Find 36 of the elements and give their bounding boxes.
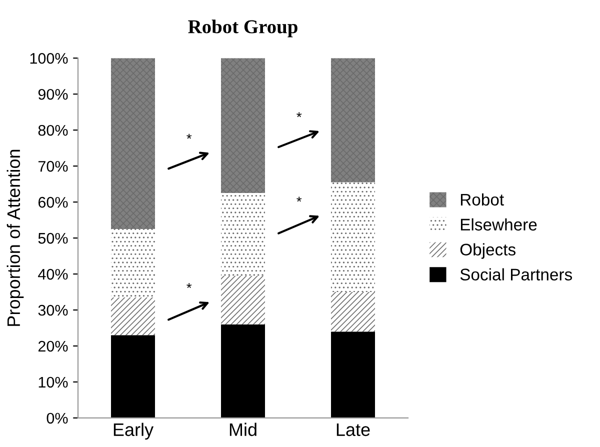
annotation: * [296,196,302,202]
bar [111,297,155,336]
y-tick-label: 50% [38,232,68,244]
chart-title: Robot Group [188,20,298,38]
bar [221,58,265,194]
bar [111,229,155,298]
y-axis-title: Proportion of Attention [6,150,24,326]
bar [331,182,375,292]
x-tick-label: Late [336,423,370,436]
y-tick-label: 0% [46,412,68,424]
y-tick-label: 70% [38,160,68,172]
bar [111,335,155,418]
y-tick-label: 20% [38,340,68,352]
annotation: * [186,283,192,288]
bar [221,324,265,418]
y-tick-label: 90% [38,88,68,100]
annotation: * [296,112,302,118]
y-tick-label: 100% [30,52,68,64]
legend-label: Social Partners [460,268,572,280]
y-tick-label: 30% [38,304,68,316]
legend-label: Robot [460,193,504,206]
y-tick-label: 60% [38,196,68,208]
bar [331,292,375,332]
legend-label: Elsewhere [460,218,537,231]
x-tick-label: Mid [230,422,256,436]
x-tick-label: Early [114,422,154,440]
bar [331,332,375,418]
y-tick-label: 40% [38,268,68,280]
y-tick-label: 80% [38,124,68,136]
bar [221,193,265,276]
bar [331,58,375,182]
y-tick-label: 10% [38,376,68,388]
legend-label: Objects [460,243,516,259]
annotation: * [186,134,192,139]
bar [221,276,265,324]
bar [111,58,155,230]
